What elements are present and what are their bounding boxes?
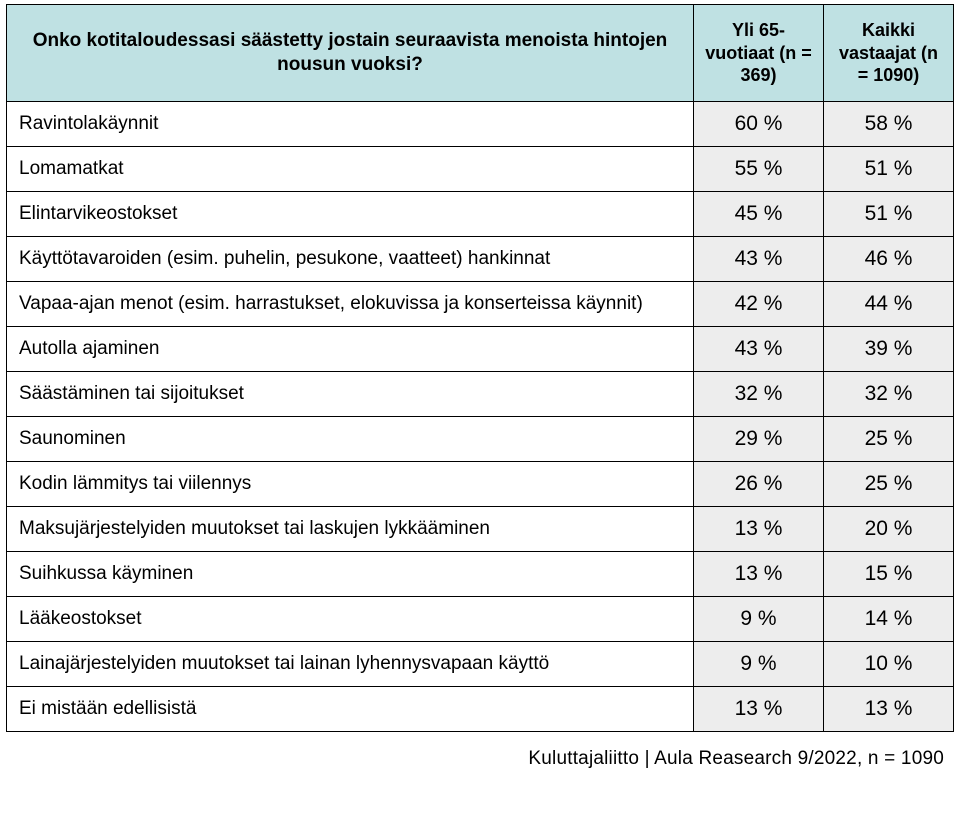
- row-label: Autolla ajaminen: [7, 326, 694, 371]
- row-label: Elintarvikeostokset: [7, 191, 694, 236]
- table-row: Säästäminen tai sijoitukset 32 % 32 %: [7, 371, 954, 416]
- row-value: 14 %: [824, 596, 954, 641]
- row-label: Vapaa-ajan menot (esim. harrastukset, el…: [7, 281, 694, 326]
- table-row: Lääkeostokset 9 % 14 %: [7, 596, 954, 641]
- row-value: 9 %: [694, 641, 824, 686]
- table-row: Saunominen 29 % 25 %: [7, 416, 954, 461]
- row-label: Ravintolakäynnit: [7, 101, 694, 146]
- source-attribution: Kuluttajaliitto | Aula Reasearch 9/2022,…: [6, 732, 954, 780]
- row-label: Saunominen: [7, 416, 694, 461]
- row-value: 25 %: [824, 416, 954, 461]
- table-row: Ei mistään edellisistä 13 % 13 %: [7, 686, 954, 731]
- row-value: 32 %: [694, 371, 824, 416]
- row-label: Säästäminen tai sijoitukset: [7, 371, 694, 416]
- row-value: 46 %: [824, 236, 954, 281]
- row-label: Lainajärjestelyiden muutokset tai lainan…: [7, 641, 694, 686]
- row-label: Suihkussa käyminen: [7, 551, 694, 596]
- row-label: Ei mistään edellisistä: [7, 686, 694, 731]
- row-value: 10 %: [824, 641, 954, 686]
- header-question: Onko kotitaloudessasi säästetty jostain …: [7, 5, 694, 102]
- row-label: Kodin lämmitys tai viilennys: [7, 461, 694, 506]
- row-value: 32 %: [824, 371, 954, 416]
- table-row: Vapaa-ajan menot (esim. harrastukset, el…: [7, 281, 954, 326]
- row-value: 29 %: [694, 416, 824, 461]
- header-row: Onko kotitaloudessasi säästetty jostain …: [7, 5, 954, 102]
- table-row: Elintarvikeostokset 45 % 51 %: [7, 191, 954, 236]
- row-value: 9 %: [694, 596, 824, 641]
- table-row: Kodin lämmitys tai viilennys 26 % 25 %: [7, 461, 954, 506]
- row-value: 51 %: [824, 146, 954, 191]
- row-value: 15 %: [824, 551, 954, 596]
- row-value: 45 %: [694, 191, 824, 236]
- survey-table: Onko kotitaloudessasi säästetty jostain …: [6, 4, 954, 732]
- header-col-all: Kaikki vastaajat (n = 1090): [824, 5, 954, 102]
- row-value: 43 %: [694, 326, 824, 371]
- row-value: 60 %: [694, 101, 824, 146]
- row-value: 55 %: [694, 146, 824, 191]
- row-value: 43 %: [694, 236, 824, 281]
- row-value: 13 %: [694, 686, 824, 731]
- header-col-over65: Yli 65-vuotiaat (n = 369): [694, 5, 824, 102]
- row-value: 13 %: [694, 506, 824, 551]
- row-value: 58 %: [824, 101, 954, 146]
- table-row: Lomamatkat 55 % 51 %: [7, 146, 954, 191]
- row-label: Lääkeostokset: [7, 596, 694, 641]
- row-label: Käyttötavaroiden (esim. puhelin, pesukon…: [7, 236, 694, 281]
- table-row: Käyttötavaroiden (esim. puhelin, pesukon…: [7, 236, 954, 281]
- table-row: Ravintolakäynnit 60 % 58 %: [7, 101, 954, 146]
- table-row: Maksujärjestelyiden muutokset tai laskuj…: [7, 506, 954, 551]
- row-value: 13 %: [694, 551, 824, 596]
- row-value: 25 %: [824, 461, 954, 506]
- row-value: 44 %: [824, 281, 954, 326]
- row-label: Lomamatkat: [7, 146, 694, 191]
- table-row: Lainajärjestelyiden muutokset tai lainan…: [7, 641, 954, 686]
- row-value: 39 %: [824, 326, 954, 371]
- row-value: 42 %: [694, 281, 824, 326]
- row-label: Maksujärjestelyiden muutokset tai laskuj…: [7, 506, 694, 551]
- table-row: Autolla ajaminen 43 % 39 %: [7, 326, 954, 371]
- row-value: 26 %: [694, 461, 824, 506]
- row-value: 13 %: [824, 686, 954, 731]
- table-row: Suihkussa käyminen 13 % 15 %: [7, 551, 954, 596]
- row-value: 51 %: [824, 191, 954, 236]
- row-value: 20 %: [824, 506, 954, 551]
- table-container: Onko kotitaloudessasi säästetty jostain …: [0, 0, 960, 780]
- table-body: Ravintolakäynnit 60 % 58 % Lomamatkat 55…: [7, 101, 954, 731]
